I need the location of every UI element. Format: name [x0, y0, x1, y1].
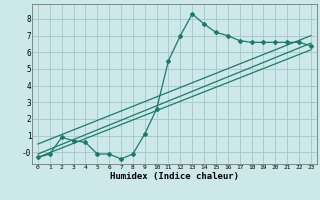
X-axis label: Humidex (Indice chaleur): Humidex (Indice chaleur): [110, 172, 239, 181]
